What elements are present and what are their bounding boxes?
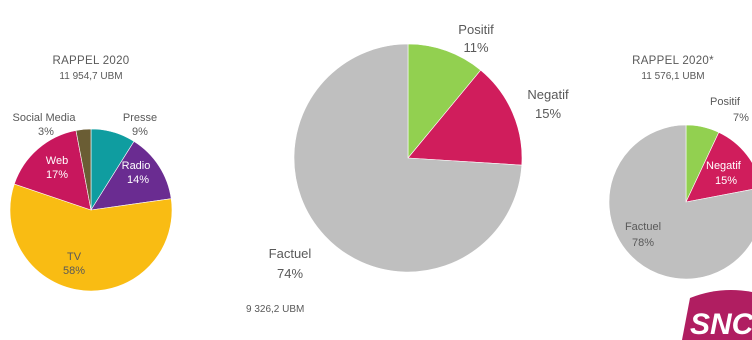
chart3-slice-factuel: [608, 124, 752, 280]
chart1-labels: Presse 9% Radio 14% TV 58% Web 17% Socia…: [13, 112, 158, 277]
chart1-label-radio-name: Radio: [122, 160, 151, 172]
chart3-label-negatif-name: Negatif: [706, 160, 742, 172]
chart2-label-factuel-name: Factuel: [269, 246, 312, 261]
chart1-slice-social-media: [75, 128, 92, 211]
chart3-label-factuel-name: Factuel: [625, 221, 661, 233]
pie-chart-rappel-2020-star: RAPPEL 2020* 11 576,1 UBM Positif 7% Neg…: [608, 55, 752, 280]
chart1-label-radio-value: 14%: [127, 174, 149, 186]
chart1-label-tv-name: TV: [67, 251, 82, 263]
chart3-label-negatif-value: 15%: [715, 175, 737, 187]
chart3-label-positif-value: 7%: [733, 112, 749, 124]
chart2-label-negatif-name: Negatif: [527, 87, 569, 102]
chart1-label-social-name: Social Media: [13, 112, 77, 124]
chart3-subtitle: 11 576,1 UBM: [641, 71, 704, 82]
chart1-subtitle: 11 954,7 UBM: [59, 71, 122, 82]
chart2-label-negatif-value: 15%: [535, 106, 561, 121]
sncf-logo-background: [682, 290, 752, 340]
chart1-slice-web: [13, 130, 92, 211]
chart2-slice-positif: [407, 43, 482, 159]
pie-chart-main: Positif 11% Negatif 15% Factuel 74% 9 32…: [246, 22, 569, 315]
chart3-label-factuel-value: 78%: [632, 237, 654, 249]
chart1-label-web-name: Web: [46, 155, 68, 167]
chart3-slice-negatif: [685, 131, 752, 203]
chart3-title: RAPPEL 2020*: [632, 55, 714, 67]
chart1-label-social-value: 3%: [38, 126, 54, 138]
chart1-label-tv-value: 58%: [63, 265, 85, 277]
chart2-labels: Positif 11% Negatif 15% Factuel 74%: [269, 22, 569, 281]
sncf-logo-text: SNCF: [690, 308, 752, 340]
chart1-label-presse-value: 9%: [132, 126, 148, 138]
chart1-label-web-value: 17%: [46, 169, 68, 181]
chart2-total: 9 326,2 UBM: [246, 304, 304, 315]
pie-chart-rappel-2020: RAPPEL 2020 11 954,7 UBM Presse 9% Radio…: [9, 55, 173, 292]
chart1-label-presse-name: Presse: [123, 112, 157, 124]
sncf-logo: SNCF: [682, 290, 752, 340]
chart1-slice-tv: [9, 183, 173, 292]
chart2-label-positif-value: 11%: [463, 40, 488, 55]
chart2-label-positif-name: Positif: [458, 22, 494, 37]
chart2-label-factuel-value: 74%: [277, 266, 303, 281]
chart3-label-positif-name: Positif: [710, 96, 741, 108]
chart2-slice-factuel: [293, 43, 523, 273]
chart1-slice-radio: [90, 140, 172, 211]
chart3-labels: Positif 7% Negatif 15% Factuel 78%: [625, 96, 749, 249]
chart1-title: RAPPEL 2020: [52, 55, 129, 67]
chart2-slice-negatif: [407, 69, 523, 166]
